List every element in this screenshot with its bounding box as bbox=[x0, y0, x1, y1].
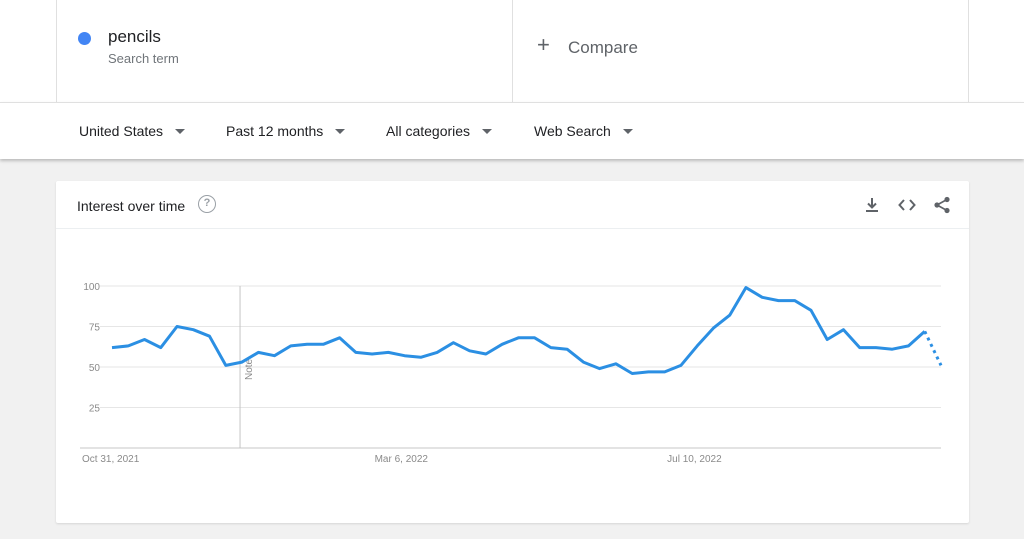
embed-code-icon[interactable] bbox=[897, 195, 917, 215]
x-tick-label: Jul 10, 2022 bbox=[667, 454, 722, 465]
chevron-down-icon bbox=[175, 128, 186, 134]
x-tick-label: Oct 31, 2021 bbox=[82, 454, 140, 465]
chevron-down-icon bbox=[335, 128, 346, 134]
compare-label: Compare bbox=[568, 38, 638, 57]
search-term-subtitle: Search term bbox=[108, 51, 179, 66]
search-term-bar: pencils Search term + Compare bbox=[0, 0, 1024, 102]
term-color-dot bbox=[78, 32, 91, 45]
search-type-filter-dropdown[interactable]: Web Search bbox=[534, 123, 633, 139]
card-title: Interest over time bbox=[77, 198, 186, 214]
y-tick-label: 100 bbox=[83, 282, 100, 293]
plus-icon: + bbox=[537, 32, 550, 57]
chevron-down-icon bbox=[482, 128, 493, 134]
category-filter-label: All categories bbox=[386, 123, 471, 139]
series-line-pencils bbox=[111, 286, 926, 375]
region-filter-dropdown[interactable]: United States bbox=[79, 123, 186, 139]
time-range-filter-label: Past 12 months bbox=[226, 123, 324, 139]
compare-button[interactable]: + Compare bbox=[512, 0, 969, 102]
series-partial-segment bbox=[923, 330, 943, 367]
filter-bar: United States Past 12 months All categor… bbox=[0, 102, 1024, 159]
search-term-card[interactable]: pencils Search term bbox=[56, 0, 512, 102]
share-icon[interactable] bbox=[932, 195, 952, 215]
chevron-down-icon bbox=[622, 128, 633, 134]
search-term-name[interactable]: pencils bbox=[108, 27, 161, 46]
interest-over-time-card: Interest over time ? 25 50 75 100 Note Oct 31… bbox=[56, 181, 969, 523]
download-icon[interactable] bbox=[862, 195, 882, 215]
interest-line-chart: 25 50 75 100 Note Oct 31, 2021 Mar 6, 2022 Jul … bbox=[80, 282, 943, 465]
help-circle-icon[interactable]: ? bbox=[198, 195, 216, 213]
y-tick-label: 25 bbox=[89, 404, 101, 415]
search-type-filter-label: Web Search bbox=[534, 123, 611, 139]
category-filter-dropdown[interactable]: All categories bbox=[386, 123, 493, 139]
y-tick-label: 75 bbox=[89, 323, 101, 334]
time-range-filter-dropdown[interactable]: Past 12 months bbox=[226, 123, 346, 139]
note-marker-label: Note bbox=[244, 358, 255, 380]
card-header: Interest over time ? bbox=[56, 181, 969, 229]
y-tick-label: 50 bbox=[89, 363, 101, 374]
x-tick-label: Mar 6, 2022 bbox=[375, 454, 429, 465]
region-filter-label: United States bbox=[79, 123, 164, 139]
